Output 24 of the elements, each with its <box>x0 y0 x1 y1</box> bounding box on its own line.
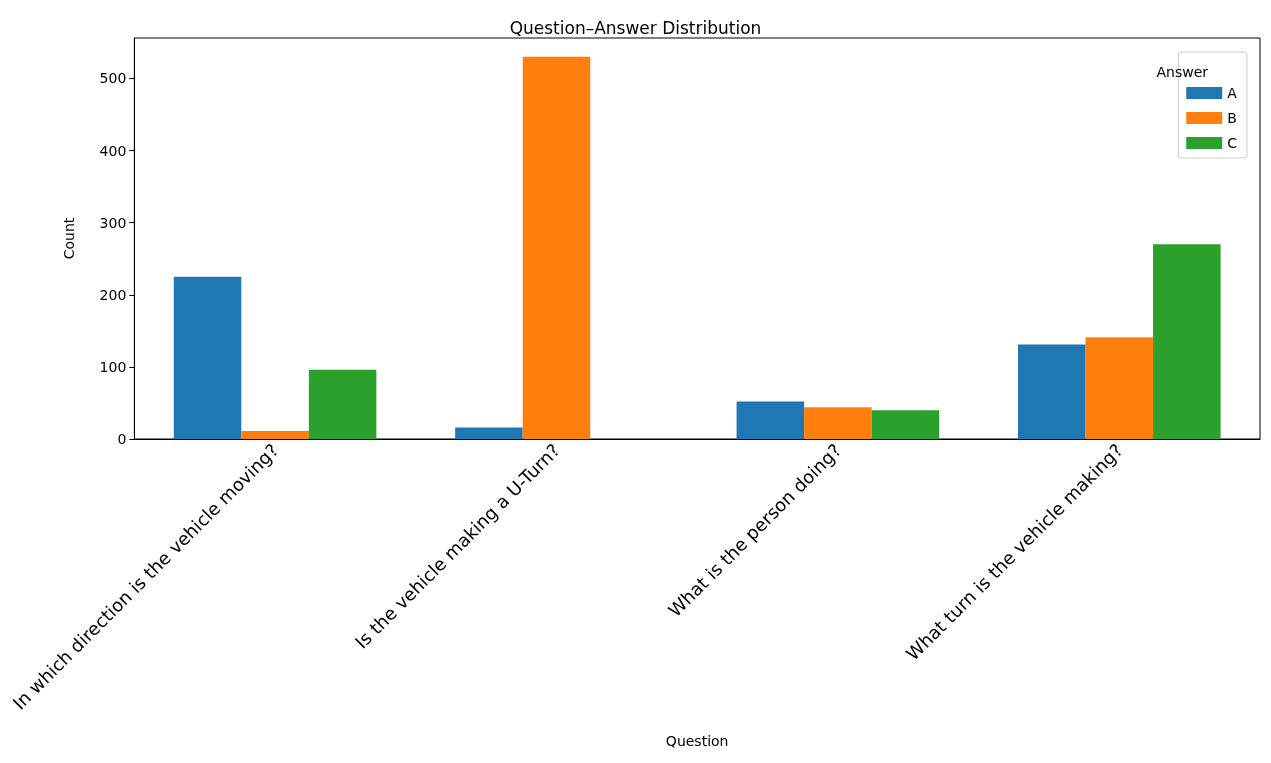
chart-title: Question–Answer Distribution <box>509 17 762 38</box>
y-tick-label: 0 <box>117 431 127 447</box>
bar <box>871 410 940 439</box>
y-tick-label: 400 <box>99 142 127 159</box>
y-tick-label: 200 <box>99 286 127 303</box>
legend-label: B <box>1227 110 1237 126</box>
bar <box>308 369 377 439</box>
y-tick-label: 500 <box>99 70 127 87</box>
x-axis-title: Question <box>665 733 729 749</box>
bar <box>1017 344 1086 439</box>
bar <box>736 401 805 439</box>
bar <box>1085 337 1154 439</box>
bar <box>1153 244 1221 439</box>
bar <box>522 56 591 439</box>
legend-label: C <box>1227 135 1238 151</box>
legend-label: A <box>1227 85 1238 101</box>
y-axis-title: Count <box>61 217 78 260</box>
legend-title: Answer <box>1156 64 1209 80</box>
y-tick-label: 100 <box>99 358 127 375</box>
bar <box>241 431 309 439</box>
y-tick-label: 300 <box>99 214 127 231</box>
bar <box>173 276 242 439</box>
bar <box>455 427 523 439</box>
bar <box>804 407 872 439</box>
